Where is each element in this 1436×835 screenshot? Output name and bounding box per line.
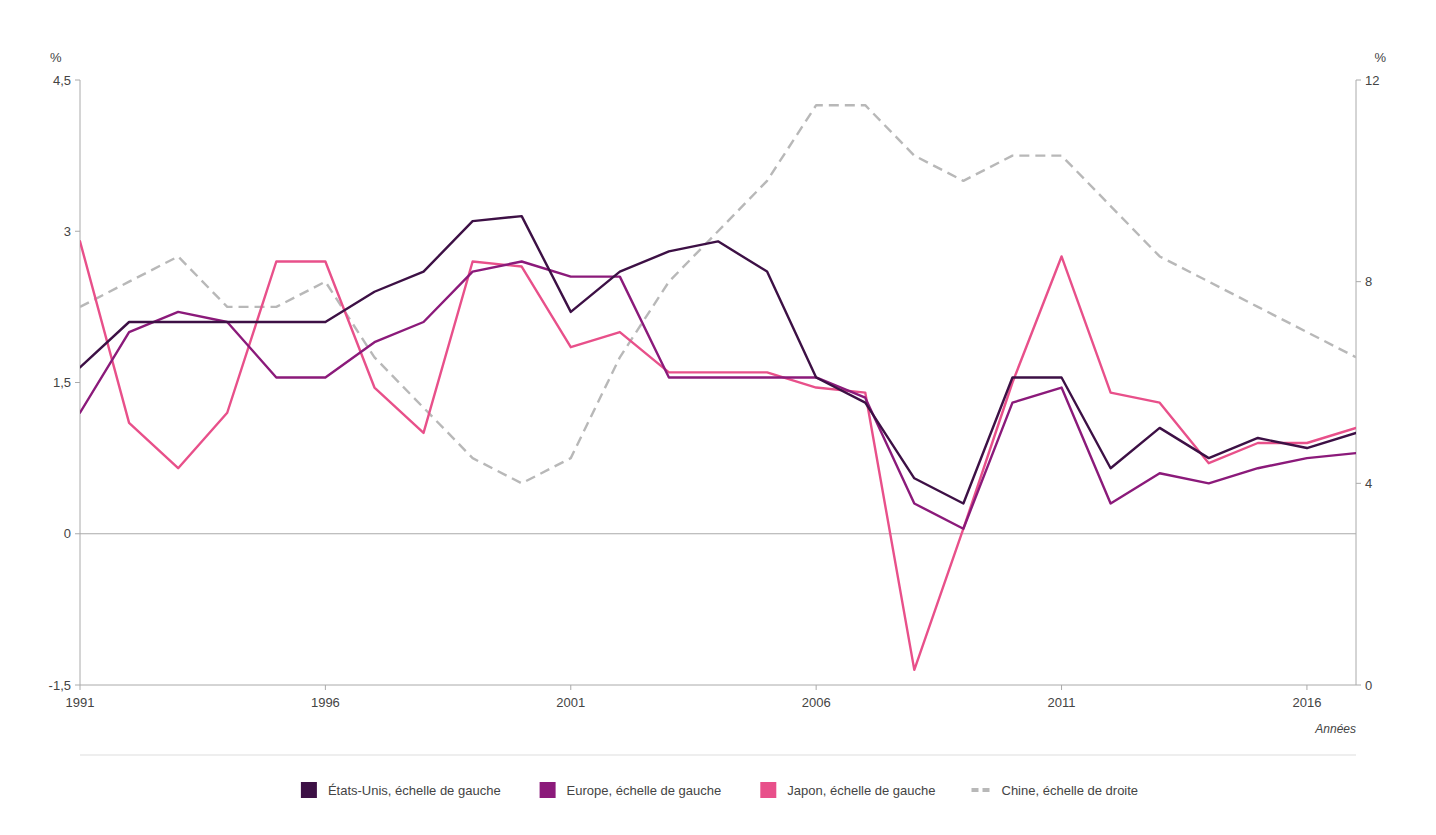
legend-item: Japon, échelle de gauche <box>760 782 935 798</box>
x-axis-label: Années <box>1314 722 1356 736</box>
legend-swatch <box>301 782 317 798</box>
series-line <box>80 241 1356 670</box>
y2-axis-label: % <box>1374 50 1386 65</box>
series-line <box>80 105 1356 483</box>
y-tick <box>75 231 80 232</box>
zero-line <box>80 533 1356 534</box>
x-tick <box>1061 685 1062 690</box>
x-tick-label: 2006 <box>802 695 831 710</box>
x-tick <box>325 685 326 690</box>
legend: États-Unis, échelle de gauche Europe, éch… <box>80 755 1356 798</box>
y2-tick-label: 12 <box>1365 73 1379 88</box>
y-tick-label: -1,5 <box>49 678 71 693</box>
x-tick <box>816 685 817 690</box>
y-tick <box>75 80 80 81</box>
chart-container: 1991 1996 2001 2006 2011 2016 -1,5 0 1,5 3 4,5 0 4 8 1… <box>0 0 1436 835</box>
x-tick <box>570 685 571 690</box>
x-axis-line <box>80 685 1356 686</box>
y-tick <box>75 685 80 686</box>
legend-swatch <box>540 782 556 798</box>
x-tick-label: 1996 <box>311 695 340 710</box>
chart-svg: 1991 1996 2001 2006 2011 2016 -1,5 0 1,5 3 4,5 0 4 8 1… <box>0 0 1436 835</box>
legend-swatch <box>760 782 776 798</box>
y2-tick <box>1356 483 1361 484</box>
legend-item: Chine, échelle de droite <box>972 783 1139 798</box>
legend-label: États-Unis, échelle de gauche <box>328 783 501 798</box>
y-tick <box>75 533 80 534</box>
legend-item: États-Unis, échelle de gauche <box>301 782 501 798</box>
x-tick-label: 2016 <box>1292 695 1321 710</box>
y-tick-label: 0 <box>64 526 71 541</box>
x-tick-label: 2001 <box>556 695 585 710</box>
legend-label: Chine, échelle de droite <box>1002 783 1139 798</box>
x-tick-label: 1991 <box>66 695 95 710</box>
legend-swatch <box>972 788 994 792</box>
y2-tick-label: 4 <box>1365 476 1372 491</box>
y-tick-label: 3 <box>64 224 71 239</box>
y-tick <box>75 382 80 383</box>
series-line <box>80 262 1356 529</box>
plot-area <box>80 105 1356 670</box>
y-tick-label: 1,5 <box>53 375 71 390</box>
legend-label: Europe, échelle de gauche <box>567 783 722 798</box>
legend-separator <box>80 755 1356 756</box>
series-line <box>80 216 1356 503</box>
y2-tick-label: 0 <box>1365 678 1372 693</box>
y-tick-label: 4,5 <box>53 73 71 88</box>
legend-label: Japon, échelle de gauche <box>787 783 935 798</box>
x-tick <box>80 685 81 690</box>
legend-item: Europe, échelle de gauche <box>540 782 722 798</box>
axes: 1991 1996 2001 2006 2011 2016 -1,5 0 1,5 3 4,5 0 4 8 1… <box>49 73 1380 711</box>
x-tick <box>1306 685 1307 690</box>
y2-tick <box>1356 685 1361 686</box>
y-axis-label: % <box>50 50 62 65</box>
y2-tick <box>1356 281 1361 282</box>
y2-axis-line <box>1356 80 1357 685</box>
y2-tick-label: 8 <box>1365 274 1372 289</box>
y2-tick <box>1356 80 1361 81</box>
x-tick-label: 2011 <box>1048 695 1076 710</box>
